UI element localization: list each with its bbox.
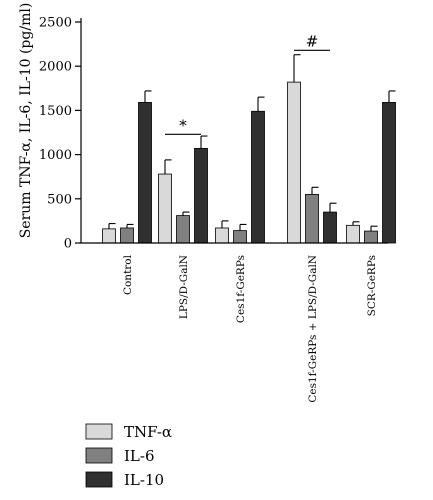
bar [176, 215, 190, 244]
x-category-label: Control [122, 254, 134, 295]
bar [233, 230, 247, 244]
y-axis: 0 500 1000 1500 2000 2500 [39, 16, 82, 252]
x-category-label: LPS/D-GalN [178, 255, 190, 319]
bar [382, 102, 396, 244]
error-bars [108, 54, 396, 232]
y-tick-label: 2500 [39, 16, 72, 31]
legend-swatch [85, 471, 113, 488]
y-tick-label: 1500 [39, 104, 72, 119]
legend: TNF-α IL-6 IL-10 [85, 423, 172, 489]
bar [305, 193, 319, 244]
y-tick-label: 500 [47, 192, 72, 207]
x-category-label: SCR-GeRPs [366, 255, 378, 316]
x-category-label: Ces1f-GeRPs + LPS/D-GalN [307, 255, 319, 403]
bar [215, 227, 229, 244]
y-tick-label: 2000 [39, 60, 72, 75]
bar [251, 110, 265, 244]
bar [287, 81, 301, 244]
significance-annotations: *# [165, 32, 330, 135]
bar [102, 228, 116, 244]
significance-marker: # [306, 32, 319, 50]
bar [194, 148, 208, 244]
y-tick-label: 1000 [39, 148, 72, 163]
y-tick-label: 0 [64, 237, 72, 252]
legend-label: IL-6 [124, 447, 155, 465]
bar [323, 211, 337, 244]
legend-label: TNF-α [124, 423, 172, 441]
legend-swatch [85, 447, 113, 464]
bars [102, 81, 396, 244]
significance-marker: * [179, 116, 187, 134]
legend-label: IL-10 [124, 471, 164, 489]
bar [158, 173, 172, 244]
bar [364, 230, 378, 244]
legend-swatch [85, 423, 113, 440]
x-category-label: Ces1f-GeRPs [235, 255, 247, 323]
bar [346, 224, 360, 244]
x-axis-labels: Control LPS/D-GalN Ces1f-GeRPs Ces1f-GeRPs … [122, 254, 378, 402]
y-axis-label: Serum TNF-α, IL-6, IL-10 (pg/ml) [18, 3, 34, 239]
bar [138, 102, 152, 244]
bar [120, 227, 134, 244]
